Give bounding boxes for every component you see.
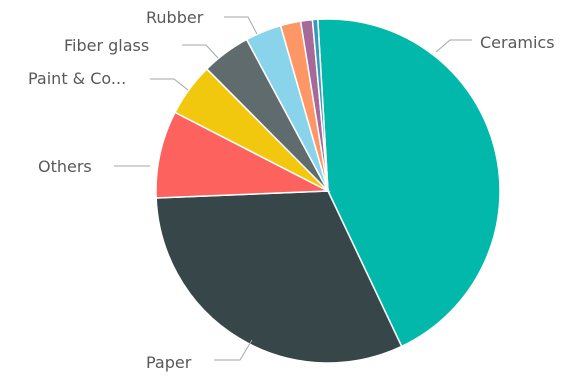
leader-line-rubber (224, 17, 257, 34)
slice-label-ceramics: Ceramics (480, 33, 555, 52)
leader-line-ceramics (436, 40, 472, 52)
slice-label-paper: Paper (146, 353, 192, 372)
slice-label-paint: Paint & Co... (28, 69, 126, 88)
slice-label-fiber-glass: Fiber glass (64, 36, 149, 55)
pie-slices (156, 19, 500, 363)
leader-line-fiber-glass (182, 45, 218, 58)
slice-label-others: Others (38, 157, 92, 176)
slice-label-rubber: Rubber (146, 8, 204, 27)
leader-line-paint (150, 79, 188, 90)
